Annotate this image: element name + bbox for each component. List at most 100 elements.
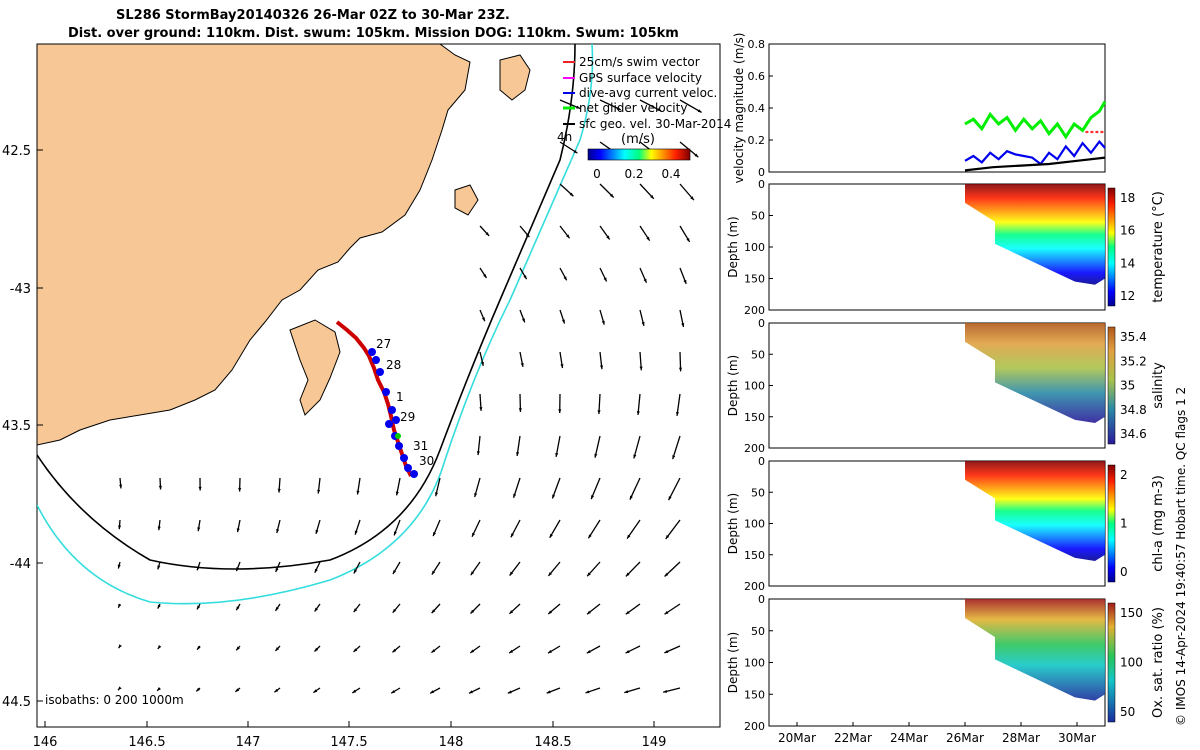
velocity-arrowhead xyxy=(480,361,484,366)
velocity-arrowhead xyxy=(672,455,676,460)
velocity-arrowhead xyxy=(616,106,621,110)
y-tick-label: 200 xyxy=(744,304,765,317)
dive-marker xyxy=(388,406,396,414)
velocity-arrowhead xyxy=(576,105,581,109)
velocity-arrowhead xyxy=(236,606,240,611)
y-tick-label: 0 xyxy=(758,166,765,179)
velocity-arrowhead xyxy=(636,411,640,415)
colorbar-unit: (m/s) xyxy=(621,132,655,147)
colorbar-tick: 16 xyxy=(1120,224,1135,238)
velocity-arrowhead xyxy=(507,690,512,694)
velocity-arrowhead xyxy=(236,528,240,533)
velocity-arrowhead xyxy=(690,196,694,201)
colorbar-tick: 14 xyxy=(1120,256,1135,270)
velocity-arrowhead xyxy=(625,572,630,577)
y-tick-label: 0.6 xyxy=(748,70,766,83)
legend-label-geo-velocity: sfc geo. vel. 30-Mar-2014 xyxy=(579,117,731,131)
section-heatmap xyxy=(965,184,1105,285)
velocity-arrowhead xyxy=(548,610,553,615)
velocity-arrowhead xyxy=(606,235,610,240)
velocity-arrowhead xyxy=(470,609,475,614)
lat-tick-label: 44.5 xyxy=(2,695,31,710)
lat-tick-label: 43.5 xyxy=(2,419,31,434)
geostrophic-velocity-arrows xyxy=(117,99,702,694)
velocity-arrowhead xyxy=(392,570,397,575)
colorbar-tick: 34.8 xyxy=(1120,403,1147,417)
velocity-arrowhead xyxy=(675,412,680,416)
dive-marker xyxy=(385,420,393,428)
velocity-arrowhead xyxy=(196,687,201,692)
dive-marker xyxy=(404,464,412,472)
y-tick-label: 200 xyxy=(744,442,765,455)
velocity-arrowhead xyxy=(157,526,161,531)
velocity-arrowhead xyxy=(599,365,604,370)
velocity-arrowhead xyxy=(509,649,514,654)
velocity-arrowhead xyxy=(625,650,630,654)
net-velocity-marker xyxy=(395,433,401,439)
velocity-arrowhead xyxy=(157,645,162,649)
day-label: 1 xyxy=(396,390,404,404)
velocity-arrowhead xyxy=(117,686,122,691)
velocity-arrowhead xyxy=(633,454,637,459)
colorbar xyxy=(1107,464,1116,583)
y-tick-label: 50 xyxy=(751,486,765,499)
velocity-arrowhead xyxy=(353,608,358,613)
velocity-arrowhead xyxy=(117,564,121,569)
y-tick-label: 0.4 xyxy=(748,102,766,115)
lon-tick-label: 148 xyxy=(439,735,464,750)
velocity-arrowhead xyxy=(520,363,524,367)
velocity-arrowhead xyxy=(664,610,669,615)
day-label: 29 xyxy=(400,410,415,424)
velocity-arrowhead xyxy=(686,238,690,242)
section-heatmap xyxy=(965,461,1105,561)
y-tick-label: 0 xyxy=(758,178,765,191)
panel-3: 0 50 100 150 200 Depth (m) 2 1 0 chl-a (mg m-3) xyxy=(726,455,1166,593)
velocity-arrowhead xyxy=(523,275,527,280)
x-tick-label: 30Mar xyxy=(1058,731,1096,745)
velocity-arrowhead xyxy=(509,571,514,576)
velocity-arrowhead xyxy=(157,687,161,691)
velocity-arrowhead xyxy=(624,690,629,694)
colorbar-tick: 35 xyxy=(1120,379,1135,393)
colorbar-tick: 35.4 xyxy=(1120,330,1147,344)
velocity-arrowhead xyxy=(118,525,122,530)
footnote: © IMOS 14-Apr-2024 19:40:57 Hobart time.… xyxy=(1174,387,1188,726)
velocity-arrowhead xyxy=(431,609,436,614)
velocity-arrowhead xyxy=(694,153,699,158)
lat-tick-label: 42.5 xyxy=(2,144,31,159)
velocity-arrowhead xyxy=(483,274,487,279)
velocity-arrowhead xyxy=(277,488,281,493)
velocity-arrowhead xyxy=(639,366,643,371)
section-heatmap xyxy=(965,323,1105,423)
velocity-arrowhead xyxy=(435,492,439,497)
y-tick-label: 200 xyxy=(744,580,765,593)
velocity-arrowhead xyxy=(314,647,319,652)
velocity-arrowhead xyxy=(552,494,556,499)
panel-1: 0 50 100 150 200 Depth (m) 18 16 14 12 temperature… xyxy=(726,178,1166,317)
velocity-arrowhead xyxy=(474,493,478,498)
velocity-arrowhead xyxy=(276,529,280,534)
velocity-arrow xyxy=(594,435,601,458)
dive-marker xyxy=(372,356,380,364)
velocity-arrowhead xyxy=(235,688,240,692)
lon-tick-label: 147 xyxy=(236,735,261,750)
peninsula-land xyxy=(289,319,341,416)
panel-4: 0 50 100 150 200 Depth (m) 150 100 50 Ox. sat. ra… xyxy=(726,593,1166,745)
dive-marker xyxy=(392,416,400,424)
velocity-arrowhead xyxy=(587,610,591,615)
velocity-arrowhead xyxy=(433,532,437,537)
velocity-arrow xyxy=(629,477,641,500)
day-label: 27 xyxy=(376,337,391,351)
y-tick-label: 150 xyxy=(744,411,765,424)
panel-2: 0 50 100 150 200 Depth (m) 35.4 35.2 35 34.8 34.6 s… xyxy=(726,317,1166,455)
dive-marker xyxy=(382,388,390,396)
velocity-arrowhead xyxy=(521,318,525,323)
legend-label-dive-avg: dive-avg current veloc. xyxy=(579,86,717,100)
colorbar-tick: 1 xyxy=(1120,517,1128,531)
velocity-arrowhead xyxy=(510,533,514,538)
velocity-arrow xyxy=(626,519,641,540)
dive-marker xyxy=(395,442,403,450)
